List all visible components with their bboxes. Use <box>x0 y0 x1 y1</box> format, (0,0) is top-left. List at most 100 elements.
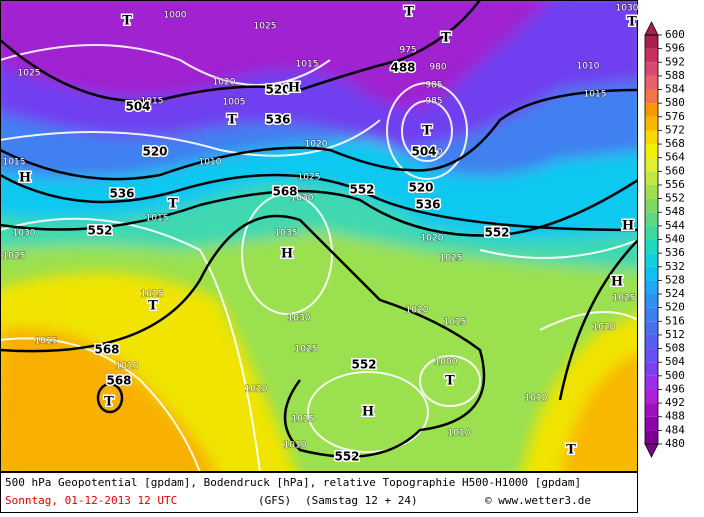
colorbar-tick-label: 544 <box>665 219 685 232</box>
pressure-label: 1020 <box>245 385 268 395</box>
colorbar-band <box>645 35 658 49</box>
colorbar-band <box>645 198 658 213</box>
geopotential-label: 552 <box>484 226 509 240</box>
pressure-center: H <box>622 219 634 234</box>
colorbar-band <box>645 375 658 390</box>
pressure-label: 990 <box>425 148 442 158</box>
pressure-label: 1010 <box>577 62 600 72</box>
pressure-label: 1020 <box>406 306 429 316</box>
pressure-label: 1025 <box>18 69 41 79</box>
colorbar-tick-label: 508 <box>665 342 685 355</box>
pressure-label: 1000 <box>164 11 187 21</box>
pressure-center: T <box>422 124 432 139</box>
colorbar-tick-label: 492 <box>665 396 685 409</box>
colorbar-tick-label: 496 <box>665 382 685 395</box>
map-frame <box>0 0 638 472</box>
pressure-center: T <box>404 5 414 20</box>
geopotential-label: 568 <box>94 343 119 357</box>
pressure-label: 1015 <box>141 290 164 300</box>
pressure-label: 1025 <box>440 254 463 264</box>
caption-source: © www.wetter3.de <box>485 494 591 507</box>
pressure-center: T <box>168 197 178 212</box>
colorbar-band <box>645 116 658 131</box>
colorbar-band <box>645 430 658 444</box>
geopotential-label: 520 <box>408 181 433 195</box>
pressure-label: 1025 <box>298 173 321 183</box>
colorbar-arrow-bottom <box>644 443 659 458</box>
pressure-label: 1025 <box>3 252 26 262</box>
pressure-label: 1030 <box>616 4 639 14</box>
pressure-label: 980 <box>429 63 446 73</box>
pressure-label: 1030 <box>288 314 311 324</box>
colorbar-band <box>645 307 658 322</box>
pressure-label: 1010 <box>199 158 222 168</box>
pressure-label: 1020 <box>305 140 328 150</box>
caption-model: (GFS) <box>258 494 291 507</box>
colorbar-band <box>645 212 658 226</box>
pressure-label: 1000 <box>435 358 458 368</box>
geopotential-label: 520 <box>265 83 290 97</box>
pressure-label: 1015 <box>296 60 319 70</box>
colorbar-band <box>645 253 658 267</box>
pressure-label: 1020 <box>593 323 616 333</box>
geopotential-label: 568 <box>106 374 131 388</box>
pressure-center: T <box>122 14 132 29</box>
pressure-center: T <box>566 443 576 458</box>
colorbar-tick-label: 584 <box>665 83 685 96</box>
colorbar-band <box>645 239 658 254</box>
pressure-center: T <box>148 299 158 314</box>
colorbar-band <box>645 362 658 376</box>
colorbar-band <box>645 389 658 404</box>
pressure-label: 1025 <box>254 22 277 32</box>
colorbar-band <box>645 348 658 363</box>
pressure-center: H <box>281 247 293 262</box>
pressure-center: T <box>445 374 455 389</box>
colorbar-tick-label: 588 <box>665 69 685 82</box>
colorbar-band <box>645 403 658 417</box>
pressure-label: 1015 <box>444 318 467 328</box>
colorbar-tick-label: 528 <box>665 273 685 286</box>
colorbar-tick-label: 532 <box>665 260 685 273</box>
pressure-label: 985 <box>425 81 442 91</box>
caption-date: Sonntag, 01-12-2013 12 UTC <box>5 494 177 507</box>
colorbar-tick-label: 600 <box>665 28 685 41</box>
map <box>0 0 638 472</box>
pressure-label: 1020 <box>213 78 236 88</box>
colorbar-band <box>645 103 658 117</box>
pressure-label: 1010 <box>525 394 548 404</box>
pressure-center: H <box>288 81 300 96</box>
colorbar-tick-label: 540 <box>665 233 685 246</box>
pressure-center: H <box>611 275 623 290</box>
geopotential-label: 568 <box>272 185 297 199</box>
colorbar-tick-label: 556 <box>665 178 685 191</box>
geopotential-label: 504 <box>125 100 150 114</box>
caption-run: (Samstag 12 + 24) <box>305 494 418 507</box>
pressure-center: T <box>104 395 114 410</box>
geopotential-label: 536 <box>265 113 290 127</box>
colorbar-band <box>645 184 658 199</box>
pressure-label: 1010 <box>284 441 307 451</box>
geopotential-label: 488 <box>390 61 415 75</box>
colorbar-tick-label: 580 <box>665 96 685 109</box>
colorbar-tick-label: 524 <box>665 287 685 300</box>
colorbar-band <box>645 334 658 349</box>
pressure-center: H <box>362 405 374 420</box>
geopotential-label: 536 <box>415 198 440 212</box>
pressure-label: 1015 <box>584 90 607 100</box>
colorbar: 4804844884924965005045085125165205245285… <box>644 21 685 458</box>
colorbar-tick-label: 552 <box>665 192 685 205</box>
colorbar-tick-label: 596 <box>665 42 685 55</box>
pressure-label: 1015 <box>141 97 164 107</box>
geopotential-label: 520 <box>142 145 167 159</box>
colorbar-tick-label: 516 <box>665 314 685 327</box>
pressure-label: 1015 <box>3 158 26 168</box>
field-shading <box>0 0 638 472</box>
geopotential-label: 552 <box>87 224 112 238</box>
pressure-label: 985 <box>425 97 442 107</box>
colorbar-band <box>645 130 658 145</box>
colorbar-band <box>645 157 658 172</box>
pressure-label: 1025 <box>295 345 318 355</box>
pressure-label: 1015 <box>292 415 315 425</box>
pressure-label: 1030 <box>291 194 314 204</box>
